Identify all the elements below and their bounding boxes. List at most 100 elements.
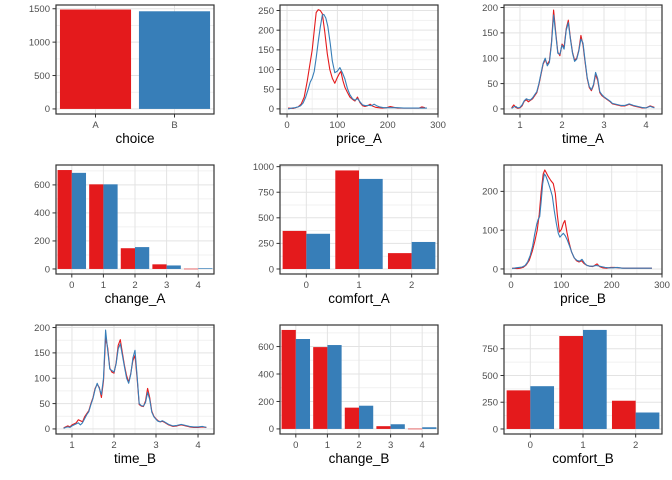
change_A-y-tick-label: 400 (34, 208, 50, 219)
time_B-y-tick-label: 150 (34, 348, 50, 359)
comfort_B-bar-red-1 (559, 336, 583, 429)
change_B-bar-red-1 (313, 347, 328, 429)
choice-bar-B (138, 11, 211, 109)
price_A-line-red (288, 9, 426, 110)
time_A-y-tick-label: 100 (482, 54, 498, 65)
price-a-x-axis-title: price_A (336, 131, 382, 146)
time_B-line-blue (63, 329, 207, 429)
change_B-x-tick-label: 0 (293, 440, 298, 451)
panel-price-b: 0 100 200 0 100 200 300 price_B (448, 160, 672, 320)
time_A-x-tick-label: 4 (643, 120, 648, 131)
price_A-y-tick-label: 200 (258, 25, 274, 36)
time_B-x-tick-label: 2 (111, 440, 116, 451)
change-b-x-axis-title: change_B (328, 451, 390, 466)
comfort_B-plot-area: 0 250 500 750 0 1 2 (482, 324, 663, 451)
change_B-x-tick-label: 3 (388, 440, 393, 451)
price_A-y-tick-label: 150 (258, 45, 274, 56)
change_A-bar-blue-2 (135, 247, 150, 269)
comfort_B-bar-red-0 (506, 390, 531, 429)
comfort_A-bar-red-1 (335, 170, 359, 269)
comfort_B-x-tick-label: 0 (528, 440, 533, 451)
price_A-x-tick-label: 0 (284, 120, 289, 131)
change_A-bar-blue-1 (103, 184, 118, 269)
price-a-chart-canvas: 0 50 100 150 200 250 0 100 200 300 (258, 4, 446, 131)
choice-x-tick-label: B (171, 120, 177, 131)
time-a-x-axis-title: time_A (561, 131, 605, 146)
change_B-bar-blue-4 (422, 427, 437, 429)
price_A-x-tick-label: 100 (329, 120, 345, 131)
time_B-x-tick-label: 4 (195, 440, 200, 451)
price_A-line-blue (287, 13, 427, 110)
choice-chart-canvas: 0 500 1000 1500 A B (29, 4, 215, 131)
change_A-y-tick-label: 0 (45, 264, 50, 275)
price_A-x-tick-label: 300 (430, 120, 446, 131)
comfort-b-x-axis-title: comfort_B (552, 451, 614, 466)
time_A-x-tick-label: 2 (559, 120, 564, 131)
change_A-x-tick-label: 1 (101, 280, 106, 291)
choice-x-axis-title: choice (115, 131, 155, 146)
change_A-x-tick-label: 4 (196, 280, 201, 291)
price_A-y-tick-label: 0 (269, 104, 274, 115)
change_B-bar-blue-0 (295, 339, 311, 429)
comfort_B-bar-blue-0 (530, 386, 555, 429)
price_A-y-tick-label: 50 (263, 85, 274, 96)
panel-change-a: 0 200 400 600 0 1 2 3 4 change_A (0, 160, 224, 320)
comfort_B-y-tick-label: 750 (482, 344, 498, 355)
price_A-plot-area: 0 50 100 150 200 250 0 100 200 300 (258, 4, 446, 131)
change_B-bar-red-0 (281, 329, 296, 429)
change_A-x-tick-label: 3 (164, 280, 169, 291)
change-a-chart-canvas: 0 200 400 600 0 1 2 3 4 (34, 164, 215, 291)
time_B-y-tick-label: 0 (45, 424, 50, 435)
comfort_B-x-tick-label: 2 (633, 440, 638, 451)
price_A-x-tick-label: 200 (380, 120, 396, 131)
choice-y-tick-label: 1500 (29, 4, 50, 15)
panel-time-b: 0 50 100 150 200 1 2 3 4 time_B (0, 320, 224, 480)
panel-change-b: 0 200 400 600 0 1 2 3 4 change_B (224, 320, 448, 480)
time_B-y-tick-label: 100 (34, 374, 50, 385)
time_B-y-tick-label: 50 (39, 399, 50, 410)
time_B-x-tick-label: 1 (69, 440, 74, 451)
price_B-plot-area: 0 100 200 0 100 200 300 (482, 164, 670, 291)
change_B-bar-red-2 (344, 407, 359, 429)
time_A-line-blue (511, 14, 655, 109)
comfort_A-y-tick-label: 500 (258, 213, 274, 224)
time_A-y-tick-label: 0 (493, 104, 498, 115)
comfort_B-y-tick-label: 500 (482, 371, 498, 382)
change_B-x-tick-label: 4 (420, 440, 425, 451)
time_A-y-tick-label: 50 (487, 79, 498, 90)
change_B-y-tick-label: 600 (258, 342, 274, 353)
choice-plot-area: 0 500 1000 1500 A B (29, 4, 215, 131)
change-b-chart-canvas: 0 200 400 600 0 1 2 3 4 (258, 324, 439, 451)
time_B-plot-area: 0 50 100 150 200 1 2 3 4 (34, 323, 215, 451)
change_B-bar-blue-2 (359, 405, 374, 429)
change_B-bar-blue-1 (327, 345, 342, 429)
change_B-bar-blue-3 (390, 424, 405, 429)
price_B-x-tick-label: 200 (604, 280, 620, 291)
time-a-chart-canvas: 0 50 100 150 200 1 2 3 4 (482, 3, 663, 131)
time_B-y-tick-label: 200 (34, 323, 50, 334)
comfort_A-y-tick-label: 1000 (253, 162, 274, 173)
change_A-x-tick-label: 2 (132, 280, 137, 291)
change_B-y-tick-label: 400 (258, 369, 274, 380)
time_A-plot-area: 0 50 100 150 200 1 2 3 4 (482, 3, 663, 131)
change_A-bar-blue-0 (71, 172, 87, 269)
comfort_A-bar-blue-1 (359, 178, 383, 269)
time_A-x-tick-label: 3 (601, 120, 606, 131)
time_A-y-tick-label: 150 (482, 28, 498, 39)
price-b-x-axis-title: price_B (560, 291, 606, 306)
comfort-a-x-axis-title: comfort_A (328, 291, 390, 306)
time_A-y-tick-label: 200 (482, 3, 498, 14)
price_A-y-tick-label: 100 (258, 65, 274, 76)
choice-bar-A (59, 9, 132, 109)
price_B-y-tick-label: 100 (482, 225, 498, 236)
price_B-x-tick-label: 0 (508, 280, 513, 291)
change_B-y-tick-label: 200 (258, 397, 274, 408)
price_A-y-tick-label: 250 (258, 6, 274, 17)
change_B-x-tick-label: 2 (356, 440, 361, 451)
change-a-x-axis-title: change_A (104, 291, 166, 306)
change_A-bar-red-4 (183, 268, 199, 270)
time_A-x-tick-label: 1 (517, 120, 522, 131)
comfort_B-y-tick-label: 250 (482, 398, 498, 409)
time-b-chart-canvas: 0 50 100 150 200 1 2 3 4 (34, 323, 215, 451)
